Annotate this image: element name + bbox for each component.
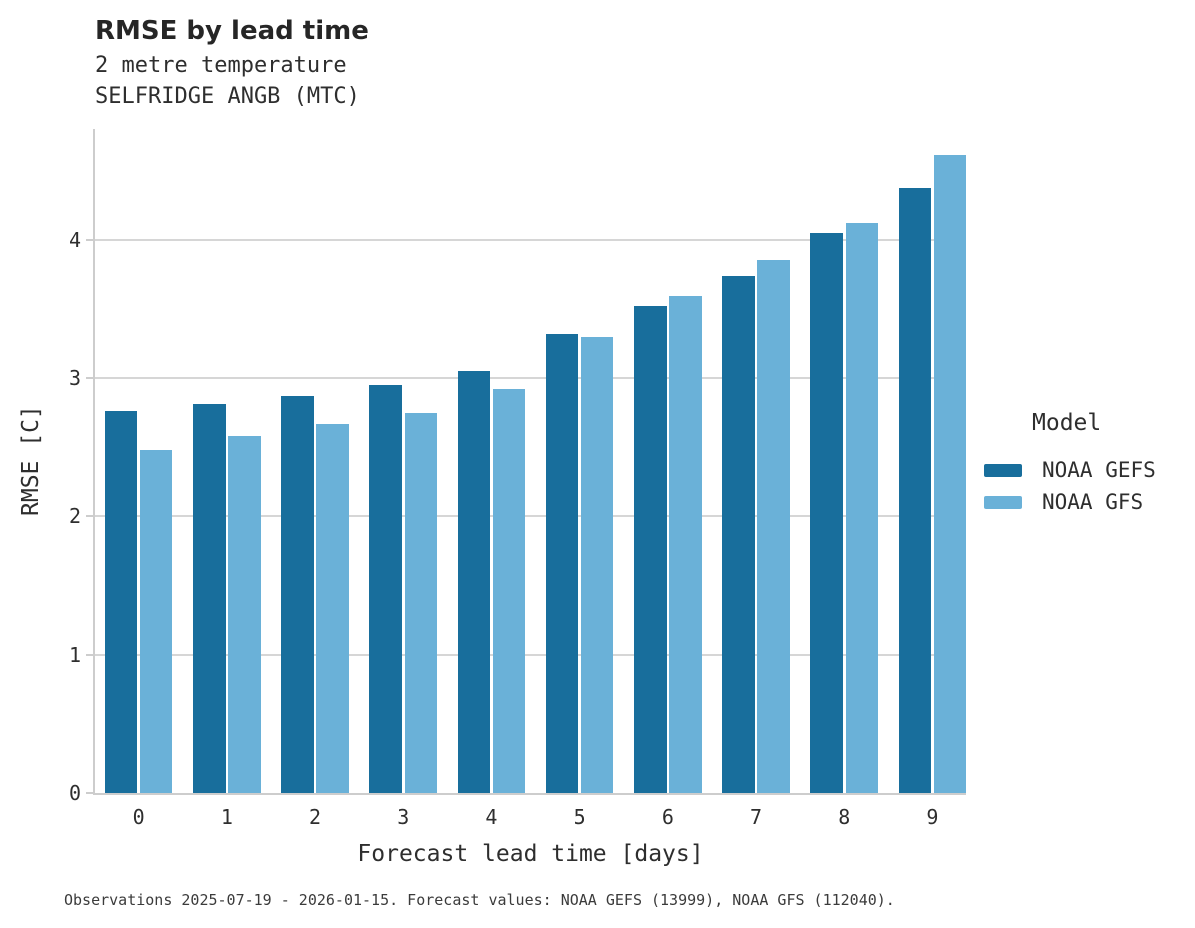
bar-noaa-gefs-day-5 (545, 333, 579, 793)
y-tick-label-2: 2 (68, 504, 81, 529)
chart-subtitle-station: SELFRIDGE ANGB (MTC) (95, 84, 360, 109)
bar-noaa-gfs-day-7 (757, 260, 790, 793)
y-tick-mark-3 (86, 377, 95, 379)
legend-label-noaa-gfs: NOAA GFS (1042, 490, 1144, 514)
x-tick-label-5: 5 (573, 805, 586, 829)
legend-swatch-noaa-gfs-icon (984, 495, 1022, 509)
gridline-y-1 (95, 653, 966, 656)
x-tick-label-9: 9 (926, 805, 939, 829)
y-tick-mark-0 (86, 792, 95, 794)
bar-noaa-gefs-day-1 (193, 404, 226, 793)
y-tick-mark-2 (86, 515, 95, 518)
bar-noaa-gefs-day-6 (634, 306, 667, 793)
x-tick-label-7: 7 (750, 805, 763, 829)
y-tick-label-4: 4 (68, 227, 81, 252)
bar-noaa-gfs-day-0 (139, 449, 173, 793)
gridline-y-2 (95, 515, 966, 518)
x-tick-label-6: 6 (661, 805, 674, 829)
bar-noaa-gefs-day-3 (369, 384, 402, 793)
legend-swatch-noaa-gefs-icon (984, 463, 1022, 477)
bar-noaa-gfs-day-9 (933, 155, 967, 793)
chart-title: RMSE by lead time (95, 16, 369, 46)
observations-caption: Observations 2025-07-19 - 2026-01-15. Fo… (64, 891, 895, 909)
legend-label-noaa-gefs: NOAA GEFS (1042, 458, 1156, 482)
y-tick-mark-4 (86, 238, 95, 241)
x-tick-label-8: 8 (838, 805, 851, 829)
bar-noaa-gefs-day-9 (898, 188, 932, 793)
bar-noaa-gefs-day-0 (104, 411, 138, 793)
x-tick-label-1: 1 (220, 805, 233, 829)
y-tick-label-3: 3 (68, 366, 81, 390)
bar-noaa-gfs-day-2 (316, 423, 349, 793)
bar-noaa-gefs-day-2 (281, 395, 314, 793)
bar-noaa-gefs-day-8 (810, 232, 843, 793)
x-tick-label-0: 0 (132, 805, 145, 829)
y-tick-label-1: 1 (68, 642, 81, 667)
bar-noaa-gefs-day-4 (457, 371, 491, 793)
y-tick-label-0: 0 (68, 781, 81, 805)
x-tick-label-4: 4 (485, 805, 498, 829)
y-tick-mark-1 (86, 653, 95, 656)
chart-subtitle-variable: 2 metre temperature (95, 53, 347, 78)
bar-noaa-gfs-day-1 (228, 436, 261, 793)
gridline-y-3 (95, 377, 966, 379)
bar-noaa-gfs-day-4 (492, 389, 526, 793)
legend-title: Model (1032, 410, 1102, 436)
legend-item-noaa-gefs: NOAA GEFS (984, 458, 1156, 482)
x-axis-label: Forecast lead time [days] (357, 841, 704, 867)
bar-noaa-gfs-day-5 (580, 336, 614, 793)
bar-noaa-gfs-day-3 (404, 412, 438, 793)
gridline-y-4 (95, 238, 966, 241)
legend-item-noaa-gfs: NOAA GFS (984, 490, 1156, 514)
x-tick-label-2: 2 (309, 805, 322, 829)
bar-noaa-gfs-day-8 (845, 223, 879, 793)
bar-noaa-gefs-day-7 (722, 275, 755, 793)
bar-noaa-gfs-day-6 (669, 296, 702, 793)
legend: Model NOAA GEFS NOAA GFS (984, 410, 1156, 514)
x-tick-label-3: 3 (397, 805, 410, 829)
